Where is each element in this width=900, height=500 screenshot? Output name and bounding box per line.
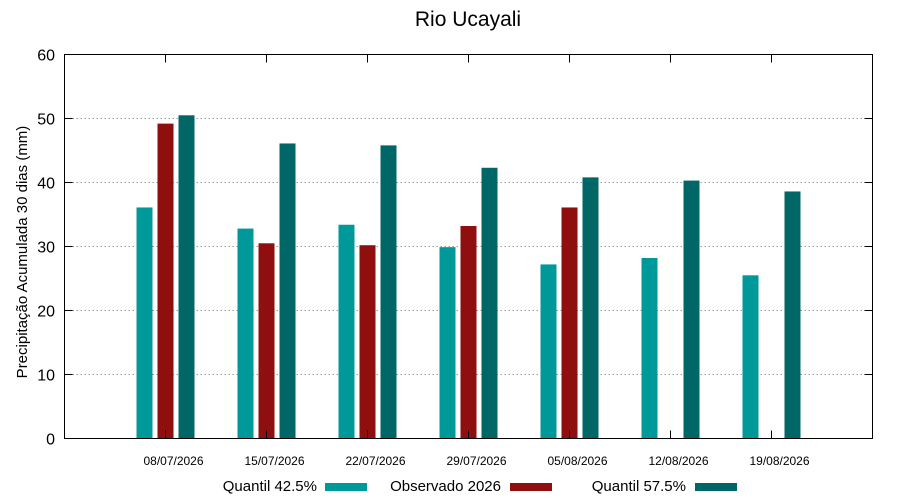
x-tick-label: 29/07/2026 [446,454,506,468]
bar [258,243,275,439]
y-tick-label: 50 [37,112,55,129]
chart-title: Rio Ucayali [415,8,521,31]
bar [784,191,801,439]
bars [136,115,801,439]
bar [540,264,557,439]
x-tick-label: 19/08/2026 [749,454,809,468]
legend-swatch [325,483,367,491]
y-tick-label: 40 [37,176,55,193]
bar [481,167,498,439]
bar [561,207,578,439]
bar [279,143,296,439]
legend-swatch [695,483,737,491]
bar [338,224,355,439]
y-tick-label: 10 [37,368,55,385]
bar [359,245,376,439]
legend: Quantil 42.5% Observado 2026 Quantil 57.5% [223,478,737,495]
x-tick-label: 08/07/2026 [143,454,203,468]
y-tick-label: 30 [37,240,55,257]
legend-label: Quantil 42.5% [223,478,317,495]
legend-swatch [510,483,552,491]
bar [582,177,599,439]
legend-label: Observado 2026 [390,478,501,495]
bar [136,207,153,439]
bar [641,258,658,439]
x-tick-label: 12/08/2026 [648,454,708,468]
y-tick-label: 20 [37,304,55,321]
bar [460,226,477,439]
bar [439,247,456,439]
bar [380,145,397,439]
y-axis-label: Precipitação Acumulada 30 dias (mm) [14,126,31,379]
y-tick-label: 0 [46,432,55,449]
bar [237,228,254,439]
bar [178,115,195,439]
x-tick-label: 05/08/2026 [547,454,607,468]
y-tick-label: 60 [37,48,55,65]
x-tick-label: 15/07/2026 [244,454,304,468]
bar [683,180,700,439]
bar [742,275,759,439]
bar [157,123,174,439]
x-tick-label: 22/07/2026 [345,454,405,468]
ticks: 0 10 20 30 40 50 60 08/07/2026 15/07/2026 22/07/2… [37,48,873,468]
legend-label: Quantil 57.5% [592,478,686,495]
